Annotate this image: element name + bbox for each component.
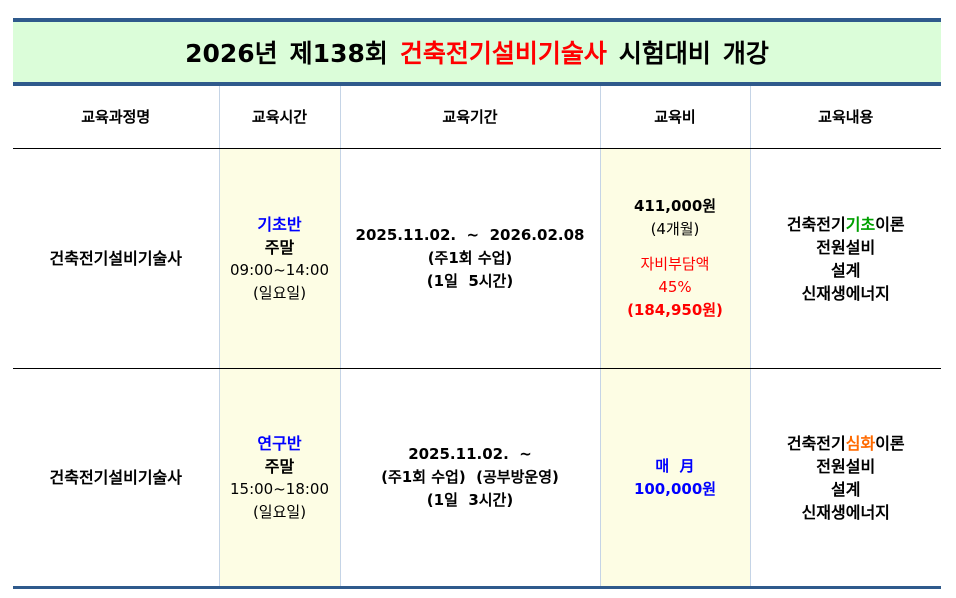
title-year: 2026년 — [185, 39, 278, 68]
content-suffix: 이론 — [875, 433, 905, 453]
header-time: 교육시간 — [218, 86, 340, 149]
period-dates: 2025.11.02. ~ — [408, 445, 532, 463]
page-title: 2026년 제138회 건축전기설비기술사 시험대비 개강 — [13, 18, 941, 86]
content-theory: 건축전기심화이론 — [751, 432, 942, 455]
course-time: 기초반 주말 09:00~14:00 (일요일) — [218, 148, 340, 369]
content-item: 전원설비 — [816, 456, 876, 476]
content-prefix: 건축전기 — [786, 214, 846, 234]
content-prefix: 건축전기 — [786, 433, 846, 453]
course-period: 2025.11.02. ~ (주1회 수업) (공부방운영) (1일 3시간) — [339, 368, 600, 589]
period-hours: (1일 5시간) — [426, 272, 514, 290]
period-hours: (1일 3시간) — [426, 491, 514, 509]
content-item: 설계 — [831, 479, 861, 499]
title-round: 제138회 — [289, 39, 388, 68]
table-row: 건축전기설비기술사 기초반 주말 09:00~14:00 (일요일) 2025.… — [13, 148, 942, 369]
period-frequency: (주1회 수업) (공부방운영) — [381, 468, 559, 486]
class-weekday: (일요일) — [252, 283, 307, 302]
content-keyword: 기초 — [845, 214, 876, 234]
title-open: 개강 — [722, 39, 769, 68]
period-frequency: (주1회 수업) — [427, 249, 513, 267]
header-fee: 교육비 — [599, 86, 750, 149]
content-item: 전원설비 — [816, 237, 876, 257]
fee-duration: (4개월) — [650, 220, 700, 238]
course-name: 건축전기설비기술사 — [13, 368, 219, 589]
title-prep: 시험대비 — [618, 39, 711, 68]
class-day: 주말 — [264, 456, 295, 476]
content-item: 신재생에너지 — [801, 283, 890, 303]
class-day: 주말 — [264, 237, 295, 257]
content-keyword: 심화 — [845, 433, 876, 453]
course-time: 연구반 주말 15:00~18:00 (일요일) — [218, 368, 340, 589]
fee-amount: 411,000원 — [633, 197, 717, 215]
course-announcement: 2026년 제138회 건축전기설비기술사 시험대비 개강 교육과정명 교육시간… — [13, 18, 941, 589]
content-theory: 건축전기기초이론 — [751, 213, 942, 236]
content-suffix: 이론 — [875, 214, 905, 234]
fee-label: 매 月 — [655, 456, 695, 475]
self-pay-label: 자비부담액 — [640, 255, 710, 273]
self-pay-percent: 45% — [658, 278, 692, 296]
content-item: 신재생에너지 — [801, 502, 890, 522]
class-hours: 09:00~14:00 — [229, 260, 330, 279]
title-exam-name: 건축전기설비기술사 — [399, 39, 607, 68]
course-name: 건축전기설비기술사 — [13, 148, 219, 369]
header-course: 교육과정명 — [13, 86, 219, 149]
class-type: 기초반 — [257, 214, 302, 234]
content-item: 설계 — [831, 260, 861, 280]
fee-amount: 100,000원 — [633, 479, 717, 498]
class-weekday: (일요일) — [252, 502, 307, 521]
course-content: 건축전기기초이론 전원설비 설계 신재생에너지 — [749, 148, 942, 369]
self-pay-amount: (184,950원) — [627, 301, 723, 319]
class-hours: 15:00~18:00 — [229, 479, 330, 498]
course-content: 건축전기심화이론 전원설비 설계 신재생에너지 — [749, 368, 942, 589]
header-content: 교육내용 — [749, 86, 941, 149]
table-row: 건축전기설비기술사 연구반 주말 15:00~18:00 (일요일) 2025.… — [13, 368, 942, 589]
class-type: 연구반 — [257, 433, 302, 453]
course-period: 2025.11.02. ~ 2026.02.08 (주1회 수업) (1일 5시… — [339, 148, 600, 369]
course-fee: 411,000원 (4개월) 자비부담액 45% (184,950원) — [599, 148, 750, 369]
header-period: 교육기간 — [339, 86, 600, 149]
table-header-row: 교육과정명 교육시간 교육기간 교육비 교육내용 — [13, 86, 941, 149]
period-dates: 2025.11.02. ~ 2026.02.08 — [355, 226, 585, 244]
course-table: 교육과정명 교육시간 교육기간 교육비 교육내용 건축전기설비기술사 기초반 주… — [13, 86, 941, 589]
course-fee: 매 月 100,000원 — [599, 368, 750, 589]
